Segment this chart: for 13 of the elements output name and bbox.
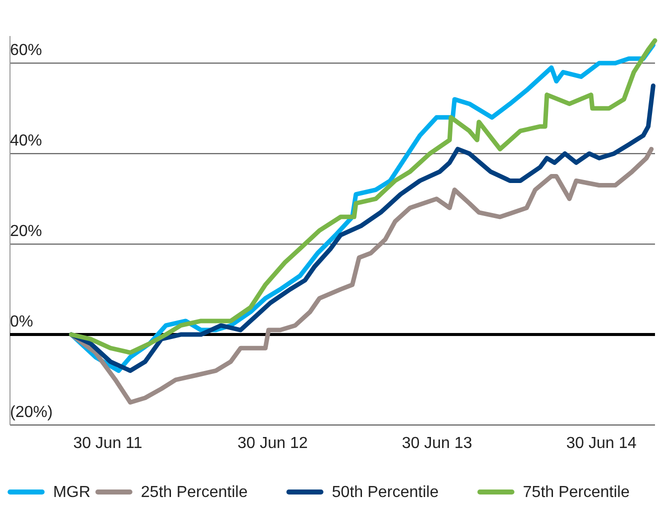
x-tick-label: 30 Jun 11 — [73, 435, 142, 452]
legend-label: 75th Percentile — [522, 484, 630, 501]
legend-label: MGR — [53, 484, 90, 501]
legend-label: 50th Percentile — [332, 484, 439, 501]
y-tick-label: 20% — [10, 223, 42, 240]
x-tick-label: 30 Jun 14 — [566, 435, 637, 452]
x-tick-label: 30 Jun 12 — [237, 435, 308, 452]
legend-label: 25th Percentile — [140, 484, 248, 501]
x-tick-label: 30 Jun 13 — [402, 435, 472, 452]
y-tick-label: 40% — [10, 132, 42, 150]
y-tick-label: 60% — [10, 42, 42, 60]
y-tick-label: 0% — [10, 314, 34, 331]
y-tick-label: (20%) — [10, 404, 53, 421]
